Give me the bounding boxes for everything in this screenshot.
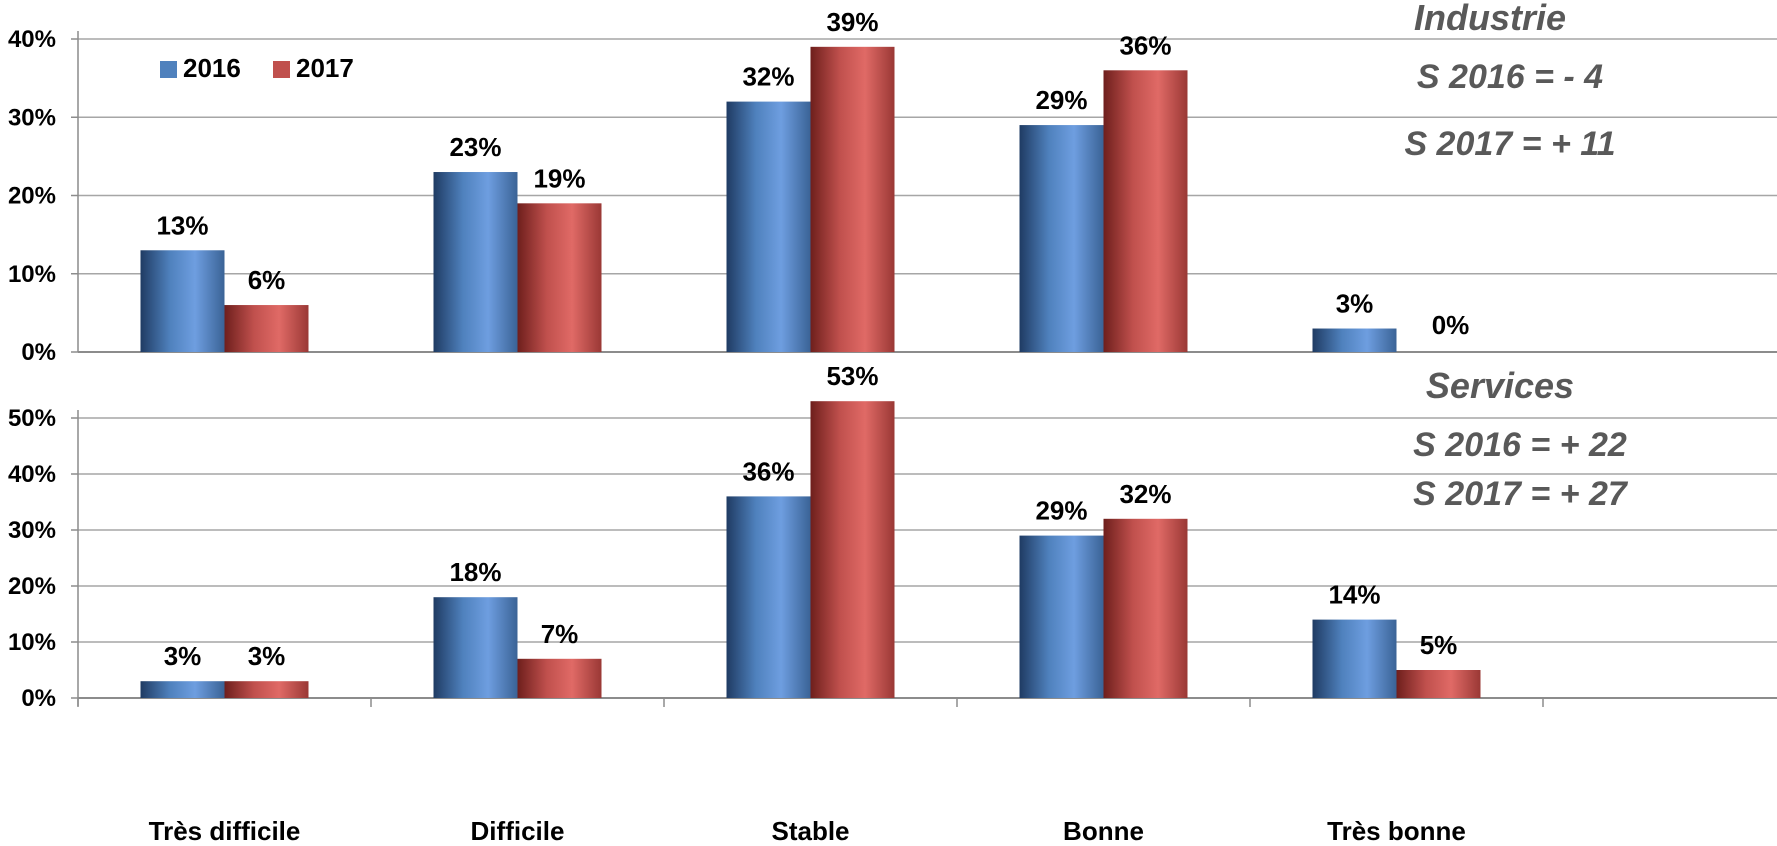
- bar-2016-2: [726, 496, 811, 698]
- data-label-2016-2: 36%: [742, 456, 794, 486]
- legend-swatch-2017: [273, 61, 290, 78]
- data-label-2017-0: 6%: [248, 265, 286, 295]
- x-category-label: Très difficile: [149, 816, 301, 846]
- gridlines: [71, 31, 1777, 707]
- data-label-2017-0: 3%: [248, 641, 286, 671]
- bar-2017-3: [1103, 518, 1188, 698]
- data-label-2016-3: 29%: [1035, 496, 1087, 526]
- bar-2017-2: [810, 46, 895, 352]
- y-tick-label: 10%: [8, 261, 56, 288]
- chart-text: 0% 10% 20% 30% 40% 13% 6% 23% 19% 32% 39% 29% 36% 3% 0…: [8, 0, 1629, 846]
- data-label-2017-3: 36%: [1119, 30, 1171, 60]
- y-tick-label: 20%: [8, 183, 56, 210]
- data-label-2017-2: 53%: [826, 361, 878, 391]
- data-label-2016-0: 3%: [164, 641, 202, 671]
- data-label-2016-3: 29%: [1035, 85, 1087, 115]
- legend-swatch-2016: [160, 61, 177, 78]
- y-tick-label: 10%: [8, 629, 56, 656]
- data-label-2017-3: 32%: [1119, 479, 1171, 509]
- bar-2016-0: [140, 681, 225, 698]
- data-label-2017-4: 0%: [1432, 310, 1470, 340]
- data-label-2017-4: 5%: [1420, 630, 1458, 660]
- data-label-2016-4: 14%: [1328, 580, 1380, 610]
- bar-2016-4: [1312, 328, 1397, 352]
- annotation-title: Industrie: [1414, 0, 1566, 38]
- bar-2016-3: [1019, 535, 1104, 698]
- data-label-2016-2: 32%: [742, 62, 794, 92]
- data-label-2017-1: 19%: [533, 163, 585, 193]
- y-tick-label: 0%: [21, 339, 56, 366]
- bar-2017-3: [1103, 70, 1188, 353]
- annotation-line: S 2016 = - 4: [1417, 58, 1603, 96]
- data-label-2016-1: 18%: [449, 557, 501, 587]
- x-category-label: Stable: [771, 816, 849, 846]
- annotation-title: Services: [1426, 365, 1574, 406]
- y-tick-label: 50%: [8, 405, 56, 432]
- bar-2017-1: [517, 203, 602, 352]
- data-label-2016-1: 23%: [449, 132, 501, 162]
- bar-2017-2: [810, 401, 895, 698]
- legend-label-2017: 2017: [296, 53, 354, 83]
- x-category-label: Très bonne: [1327, 816, 1466, 846]
- bar-2016-1: [433, 172, 518, 352]
- data-label-2017-1: 7%: [541, 619, 579, 649]
- data-label-2016-4: 3%: [1336, 289, 1374, 319]
- bar-2016-3: [1019, 125, 1104, 352]
- x-category-label: Bonne: [1063, 816, 1144, 846]
- legend-label-2016: 2016: [183, 53, 241, 83]
- bar-2016-1: [433, 597, 518, 698]
- bar-2017-0: [224, 305, 309, 352]
- annotation-line: S 2017 = + 11: [1404, 125, 1615, 163]
- bar-2016-4: [1312, 619, 1397, 698]
- bar-2016-2: [726, 101, 811, 352]
- annotation-line: S 2016 = + 22: [1413, 426, 1627, 464]
- y-tick-label: 20%: [8, 573, 56, 600]
- x-category-label: Difficile: [471, 816, 565, 846]
- bar-2017-1: [517, 658, 602, 698]
- y-tick-label: 0%: [21, 685, 56, 712]
- data-label-2017-2: 39%: [826, 7, 878, 37]
- data-label-2016-0: 13%: [156, 210, 208, 240]
- bars: [140, 46, 1481, 698]
- y-tick-label: 40%: [8, 461, 56, 488]
- annotation-line: S 2017 = + 27: [1413, 475, 1629, 513]
- y-tick-label: 30%: [8, 517, 56, 544]
- bar-2017-4: [1396, 670, 1481, 698]
- y-tick-label: 40%: [8, 26, 56, 53]
- bar-2016-0: [140, 250, 225, 352]
- bar-2017-0: [224, 681, 309, 698]
- y-tick-label: 30%: [8, 104, 56, 131]
